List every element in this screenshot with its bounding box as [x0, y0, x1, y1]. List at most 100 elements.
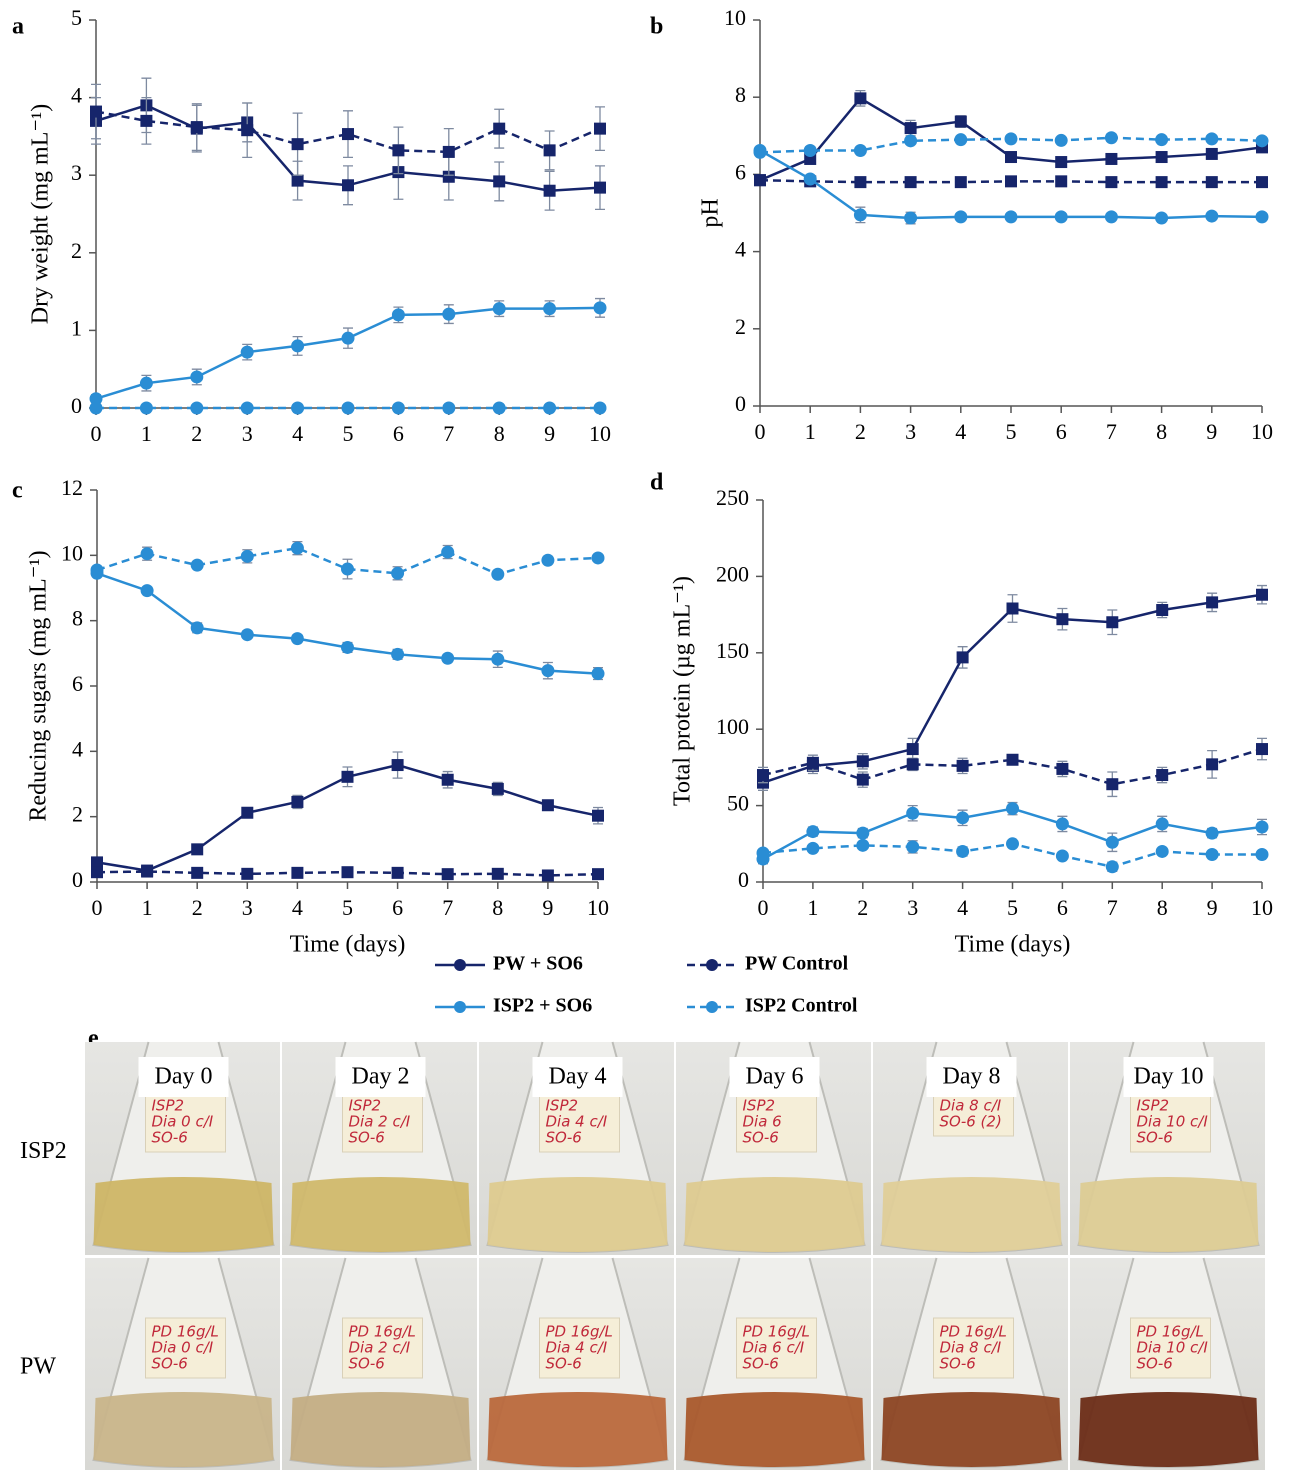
marker	[1006, 802, 1019, 816]
marker	[806, 841, 820, 855]
marker	[1256, 176, 1268, 189]
marker	[140, 584, 154, 598]
marker	[341, 640, 354, 654]
day-box	[138, 1057, 229, 1097]
marker	[491, 652, 505, 666]
x-tick-label: 6	[393, 421, 404, 446]
marker	[441, 545, 455, 559]
marker	[442, 307, 456, 321]
series	[89, 401, 607, 415]
series	[757, 737, 1268, 798]
liquid	[881, 1392, 1062, 1467]
legend-marker	[706, 1001, 718, 1013]
marker	[853, 143, 867, 157]
marker	[593, 401, 607, 415]
marker	[391, 866, 404, 879]
marker	[1206, 596, 1219, 609]
marker	[190, 121, 203, 134]
y-axis-title: Total protein (µg mL⁻¹)	[670, 576, 696, 806]
marker	[803, 143, 817, 157]
series-line	[96, 572, 599, 675]
x-axis-title: Time (days)	[955, 932, 1071, 958]
day-box	[1123, 1057, 1214, 1097]
marker	[1105, 835, 1119, 849]
marker	[1205, 209, 1219, 223]
marker	[1255, 134, 1269, 148]
marker	[241, 867, 254, 880]
marker	[1155, 817, 1169, 831]
liquid	[684, 1392, 865, 1467]
series	[756, 837, 1269, 874]
marker	[290, 541, 304, 555]
note-text: PD 16g/L	[349, 1323, 416, 1341]
day-label: Day 10	[1134, 1064, 1204, 1090]
marker	[956, 844, 970, 858]
note-text: PD 16g/L	[1137, 1323, 1204, 1341]
y-tick-label: 10	[61, 540, 83, 565]
marker	[240, 549, 254, 563]
legend-marker	[706, 959, 718, 971]
marker	[392, 144, 405, 157]
marker	[753, 145, 767, 159]
marker	[1156, 769, 1169, 782]
marker	[593, 301, 607, 315]
legend-label: ISP2 + SO6	[493, 995, 592, 1017]
x-tick-label: 8	[1156, 419, 1167, 444]
marker	[756, 846, 770, 860]
liquid	[1078, 1392, 1259, 1467]
y-tick-label: 200	[716, 561, 749, 586]
marker	[594, 122, 606, 135]
note-text: SO-6	[152, 1355, 188, 1373]
x-tick-label: 0	[755, 419, 766, 444]
x-tick-label: 1	[805, 419, 816, 444]
marker	[190, 401, 204, 415]
marker	[240, 401, 254, 415]
note-text: ISP2	[743, 1097, 776, 1115]
marker	[1155, 844, 1169, 858]
note-paper	[145, 1317, 226, 1379]
marker	[89, 401, 103, 415]
marker	[856, 838, 870, 852]
y-tick-label: 4	[72, 736, 83, 761]
y-tick-label: 1	[71, 315, 82, 340]
marker	[391, 308, 405, 322]
marker	[140, 547, 154, 561]
panel-label: c	[12, 478, 23, 504]
x-tick-label: 0	[758, 895, 769, 920]
day-box	[532, 1057, 623, 1097]
x-tick-label: 4	[957, 895, 968, 920]
marker	[956, 759, 969, 772]
marker	[1255, 820, 1269, 834]
y-tick-label: 4	[71, 83, 82, 108]
marker	[904, 122, 917, 135]
x-tick-label: 6	[392, 895, 403, 920]
marker	[140, 114, 153, 127]
marker	[1155, 176, 1168, 189]
marker	[1105, 152, 1118, 165]
marker	[1205, 826, 1219, 840]
liquid	[93, 1177, 274, 1252]
marker	[492, 302, 506, 316]
x-tick-label: 1	[807, 895, 818, 920]
x-tick-label: 6	[1056, 419, 1067, 444]
note-text: SO-6	[743, 1129, 779, 1147]
x-tick-label: 7	[1107, 895, 1118, 920]
series	[89, 297, 607, 406]
liquid	[290, 1177, 471, 1252]
marker	[441, 773, 454, 786]
y-tick-label: 100	[716, 714, 749, 739]
marker	[1205, 132, 1219, 146]
marker	[754, 174, 766, 187]
panel-label: a	[12, 14, 24, 40]
marker	[1006, 837, 1019, 851]
note-text: Dia 10 c/I	[1137, 1113, 1209, 1131]
marker	[1155, 151, 1168, 164]
note-text: Dia 2 c/I	[349, 1339, 411, 1357]
x-tick-label: 2	[191, 421, 202, 446]
x-tick-label: 4	[292, 421, 303, 446]
marker	[1005, 151, 1017, 164]
legend-label: PW Control	[745, 953, 849, 975]
marker	[1005, 175, 1017, 188]
note-text: SO-6 (2)	[940, 1113, 1002, 1131]
panel-label: e	[88, 1026, 99, 1052]
